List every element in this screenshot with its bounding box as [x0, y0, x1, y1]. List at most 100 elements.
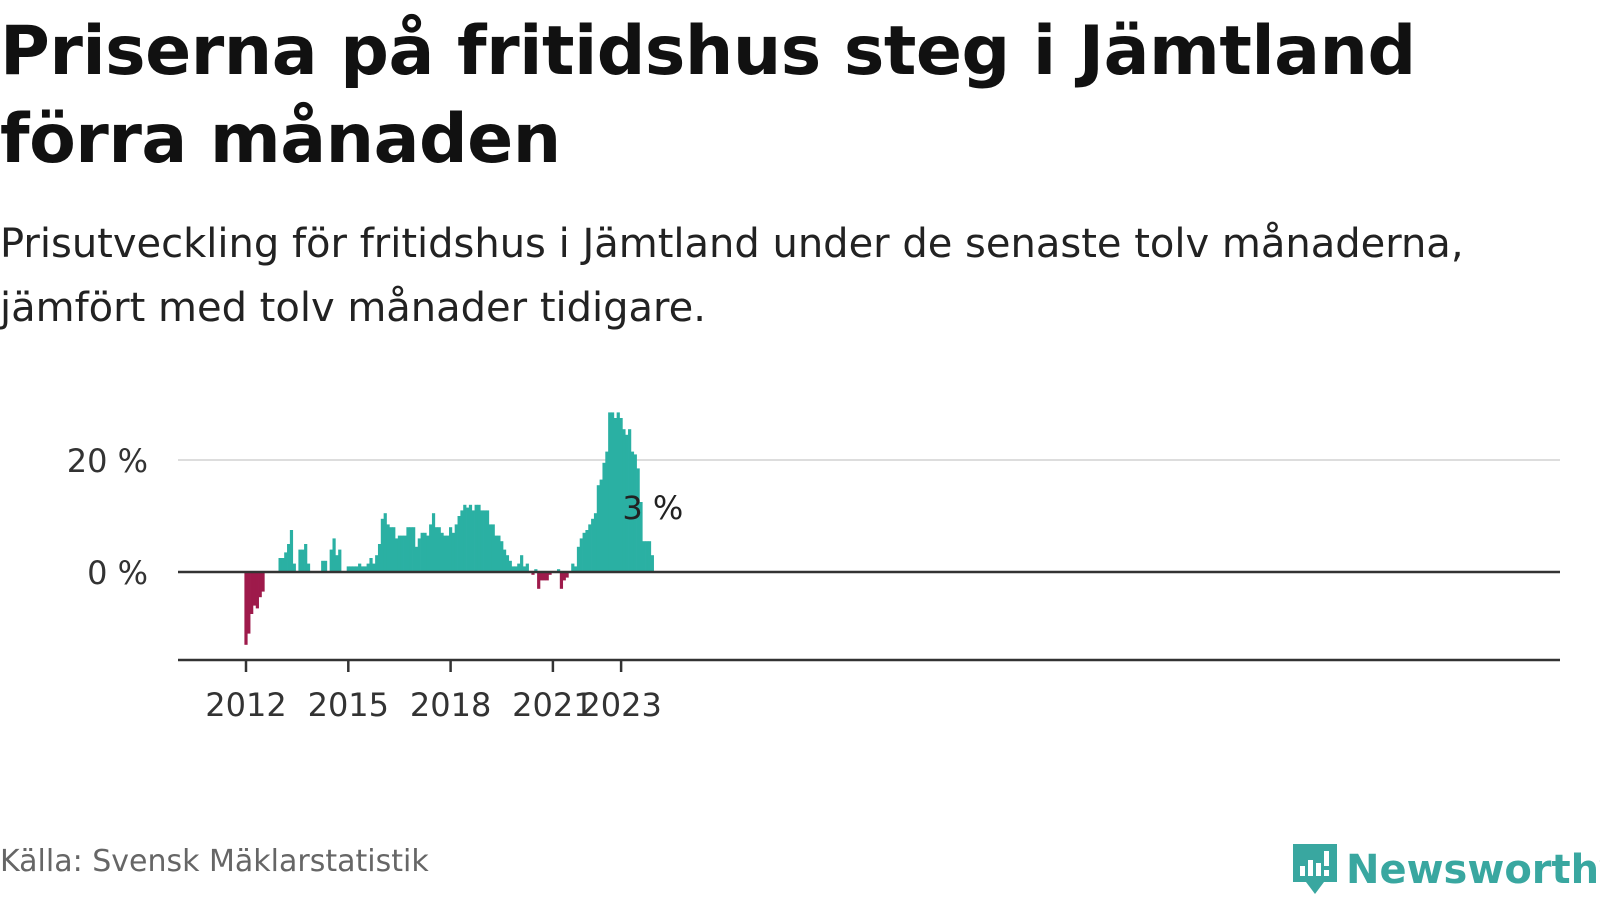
bar [474, 504, 478, 572]
bar [451, 532, 456, 572]
bar [352, 566, 356, 572]
bar [449, 527, 453, 572]
x-tick-label: 2021 [512, 686, 593, 724]
bar [576, 546, 581, 572]
bar [639, 502, 643, 572]
bar [304, 544, 308, 572]
bar [281, 558, 285, 572]
last-value-label: 3 % [622, 489, 683, 527]
x-tick-label: 2012 [205, 686, 286, 724]
bar [548, 572, 552, 575]
bar [520, 555, 524, 572]
bar [463, 504, 467, 572]
bar [406, 527, 410, 572]
bar [400, 535, 404, 572]
bar [491, 524, 495, 572]
bar [562, 572, 566, 581]
bar [358, 563, 362, 572]
bar [412, 527, 416, 572]
bar [403, 535, 407, 572]
bar [579, 538, 583, 572]
bar [625, 434, 629, 572]
bar [619, 418, 623, 572]
bar [488, 524, 492, 572]
x-tick-label: 2023 [580, 686, 661, 724]
bar [545, 572, 549, 581]
bar [485, 510, 490, 572]
bar [292, 563, 296, 572]
bar [409, 527, 413, 572]
bar [244, 572, 248, 645]
newsworthy-logo-icon [1293, 844, 1337, 894]
bar [349, 566, 353, 572]
bar [471, 510, 475, 572]
bar [454, 524, 458, 572]
brand-name: Newsworthy [1346, 847, 1600, 893]
bar [556, 569, 561, 572]
bar [477, 504, 481, 572]
bar [301, 549, 305, 572]
bar [497, 535, 501, 572]
bar [599, 479, 603, 572]
bar [287, 544, 291, 572]
bar [647, 541, 652, 572]
bar [417, 538, 421, 572]
bar [517, 563, 521, 572]
bar [446, 535, 450, 572]
bar [468, 504, 473, 572]
bar [369, 558, 373, 572]
bar [443, 535, 447, 572]
chart-subtitle: Prisutveckling för fritidshus i Jämtland… [0, 221, 1464, 331]
chart-title: Priserna på fritidshus steg i Jämtland f… [0, 12, 1416, 179]
bar [565, 572, 569, 578]
bar [323, 560, 328, 572]
bar [306, 563, 311, 572]
bar [321, 560, 325, 572]
bar [252, 572, 257, 606]
bar [289, 530, 294, 572]
bar [278, 558, 282, 572]
x-tick-label: 2015 [308, 686, 389, 724]
bar [250, 572, 254, 614]
bar [628, 429, 632, 572]
bar [571, 563, 575, 572]
bar [431, 513, 436, 572]
bar [383, 513, 387, 572]
bar [247, 572, 251, 634]
bar [574, 566, 578, 572]
bar [630, 451, 635, 572]
bar [440, 532, 444, 572]
bar [500, 541, 504, 572]
bar [494, 535, 498, 572]
bar [426, 535, 430, 572]
bar [480, 510, 484, 572]
bar [380, 518, 384, 572]
bar [258, 572, 262, 598]
bar [588, 524, 592, 572]
bar [585, 530, 589, 572]
bar [593, 513, 598, 572]
x-tick-label: 2018 [410, 686, 491, 724]
bar [616, 412, 620, 572]
bar [437, 527, 441, 572]
bar [284, 552, 288, 572]
axes [178, 570, 1560, 672]
bar [522, 566, 527, 572]
bar [372, 563, 376, 572]
bar [559, 572, 564, 589]
bar [329, 549, 333, 572]
bar [414, 546, 419, 572]
bar [375, 555, 379, 572]
bar [508, 560, 512, 572]
bar [434, 527, 438, 572]
bar [483, 510, 487, 572]
bar [335, 555, 339, 572]
bar [622, 429, 626, 572]
bar [605, 451, 609, 572]
bar [457, 516, 461, 572]
bar [397, 535, 402, 572]
bar [511, 566, 515, 572]
bar [591, 518, 595, 572]
